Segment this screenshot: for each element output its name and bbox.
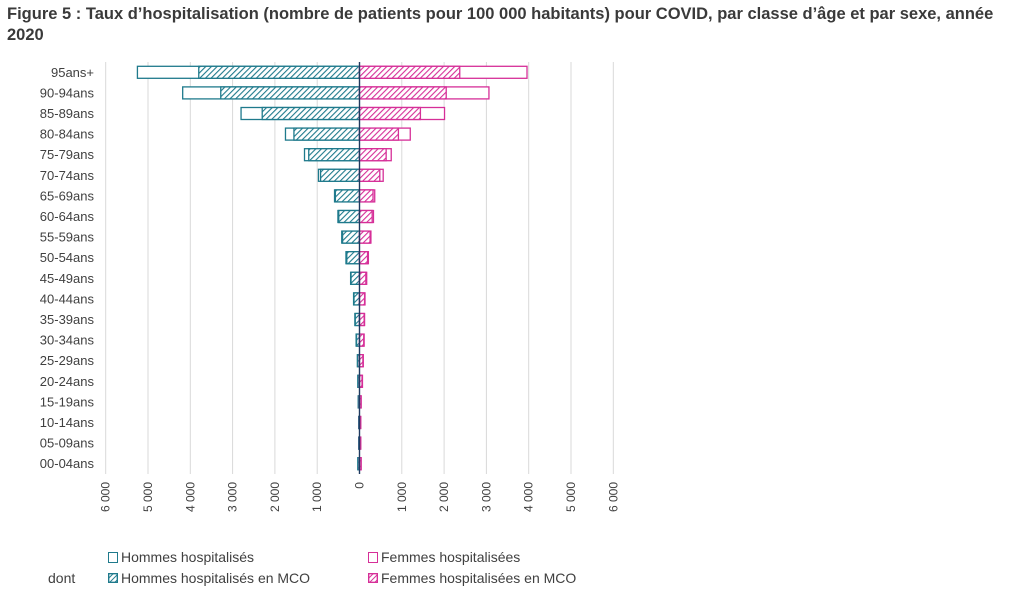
x-tick-label: 1 000 [395,482,409,512]
legend-item-hommes-mco: Hommes hospitalisés en MCO [108,570,310,586]
legend-label-femmes: Femmes hospitalisées [381,549,521,565]
category-label: 65-69ans [40,188,95,203]
category-label: 45-49ans [40,271,95,286]
outline-men-swatch-icon [108,551,118,563]
category-label: 90-94ans [40,85,95,100]
bar-hommes-hospitalises-mco [220,86,361,100]
x-tick-label: 6 000 [99,482,113,512]
bar-femmes-hospitalisees-mco [358,65,461,79]
legend-label-hommes-mco: Hommes hospitalisés en MCO [121,570,311,586]
bar-hommes-hospitalises-mco [350,271,361,285]
bar-femmes-hospitalisees-mco [358,292,366,306]
outline-women-swatch-icon [368,551,378,563]
bar-femmes-hospitalisees-mco [358,86,447,100]
bar-hommes-hospitalises-mco [341,230,361,244]
x-tick-label: 5 000 [564,482,578,512]
chart-title: Figure 5 : Taux d’hospitalisation (nombr… [7,5,994,44]
x-tick-label: 3 000 [479,482,493,512]
x-tick-label: 2 000 [268,482,282,512]
x-tick-label: 2 000 [437,482,451,512]
x-tick-label: 3 000 [226,482,240,512]
bar-hommes-hospitalises-mco [293,127,361,141]
legend-item-femmes-mco: Femmes hospitalisées en MCO [368,570,576,586]
category-label: 50-54ans [40,250,95,265]
category-label: 10-14ans [40,415,95,430]
category-label: 05-09ans [40,436,95,451]
legend-label-hommes: Hommes hospitalisés [121,549,255,565]
x-tick-label: 4 000 [522,482,536,512]
category-label: 85-89ans [40,106,95,121]
category-label: 20-24ans [40,374,95,389]
category-label: 30-34ans [40,333,95,348]
category-label: 80-84ans [40,127,95,142]
category-label: 25-29ans [40,353,95,368]
legend-item-hommes: Hommes hospitalisés [108,549,254,565]
bar-femmes-hospitalisees-mco [358,189,374,203]
category-label: 70-74ans [40,168,95,183]
x-tick-label: 4 000 [183,482,197,512]
bar-hommes-hospitalises-mco [198,65,361,79]
category-label: 55-59ans [40,230,95,245]
category-labels: 95ans+ 90-94ans 85-89ans 80-84ans 75-79ans 70… [40,65,95,471]
bar-femmes-hospitalisees-mco [358,251,369,265]
x-tick-label: 6 000 [606,482,620,512]
bar-femmes-hospitalisees-mco [358,106,422,121]
bar-femmes-hospitalisees-mco [358,148,387,162]
bar-hommes-hospitalises-mco [353,292,361,306]
category-label: 40-44ans [40,291,95,306]
category-label: 75-79ans [40,147,95,162]
x-tick-label: 5 000 [141,482,155,512]
x-tick-label: 1 000 [310,482,324,512]
bar-hommes-hospitalises-mco [334,189,361,203]
legend-dont-text: dont [48,570,76,586]
bars [136,65,528,471]
bar-hommes-hospitalises-mco [346,251,361,265]
category-label: 15-19ans [40,394,95,409]
category-label: 35-39ans [40,312,95,327]
hatch-women-swatch-icon [368,573,378,583]
bar-femmes-hospitalisees-mco [358,230,371,244]
legend-label-femmes-mco: Femmes hospitalisées en MCO [381,570,577,586]
tick-labels: 6 000 5 000 4 000 3 000 2 000 1 000 0 1 000 2 00… [99,482,621,512]
bar-hommes-hospitalises-mco [308,148,361,162]
category-label: 95ans+ [51,65,94,80]
hatch-men-swatch-icon [108,573,118,583]
bar-femmes-hospitalisees-mco [358,127,400,141]
legend-item-femmes: Femmes hospitalisées [368,549,520,565]
bar-femmes-hospitalisees-mco [358,271,367,285]
x-tick-label: 0 [353,482,367,489]
bar-hommes-hospitalises-mco [319,168,361,182]
bar-femmes-hospitalisees-mco [358,168,381,182]
category-label: 60-64ans [40,209,95,224]
legend-dont-label: dont [48,570,75,586]
bar-hommes-hospitalises-mco [338,209,361,224]
bar-hommes-hospitalises-mco [261,106,361,121]
category-label: 00-04ans [40,456,95,471]
gridlines [105,62,614,474]
bar-femmes-hospitalisees-mco [358,209,373,224]
